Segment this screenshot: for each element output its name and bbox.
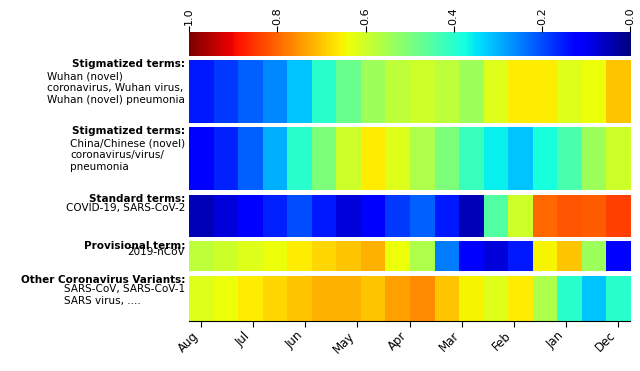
Text: Standard terms:: Standard terms:	[89, 194, 185, 204]
Text: Other Coronavirus Variants:: Other Coronavirus Variants:	[21, 275, 185, 285]
Text: Stigmatized terms:: Stigmatized terms:	[72, 126, 185, 136]
Text: Stigmatized terms:: Stigmatized terms:	[72, 59, 185, 69]
Text: China/Chinese (novel)
coronavirus/virus/
pneumonia: China/Chinese (novel) coronavirus/virus/…	[70, 139, 185, 172]
Text: Provisional term:: Provisional term:	[84, 241, 185, 251]
Text: COVID-19, SARS-CoV-2: COVID-19, SARS-CoV-2	[66, 203, 185, 213]
Text: Wuhan (novel)
coronavirus, Wuhan virus,
Wuhan (novel) pneumonia: Wuhan (novel) coronavirus, Wuhan virus, …	[47, 71, 185, 105]
Text: 2019-nCoV: 2019-nCoV	[127, 247, 185, 257]
Text: SARS-CoV, SARS-CoV-1
SARS virus, ....: SARS-CoV, SARS-CoV-1 SARS virus, ....	[64, 284, 185, 306]
